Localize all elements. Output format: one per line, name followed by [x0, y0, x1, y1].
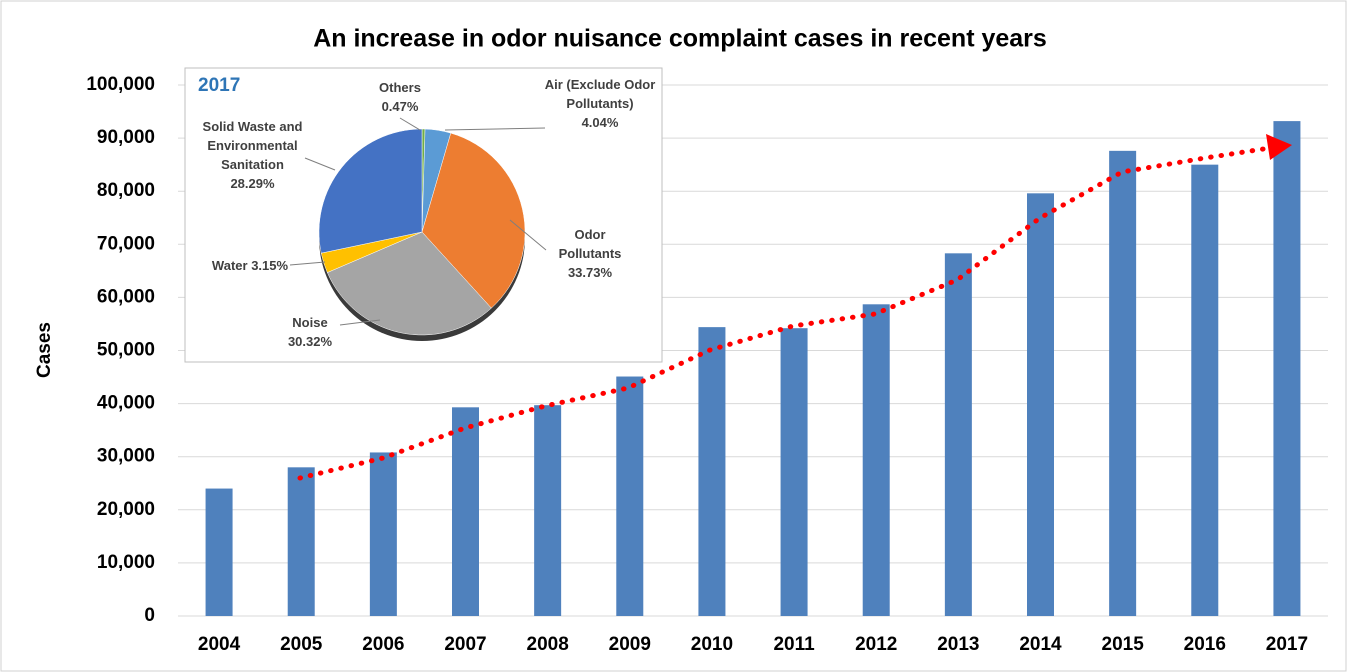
- x-tick-label: 2014: [1019, 634, 1062, 655]
- pie-label: Odor Pollutants 33.73%: [545, 225, 635, 282]
- pie-title: 2017: [198, 75, 240, 96]
- bar: [862, 304, 890, 616]
- bar: [780, 328, 808, 616]
- y-tick-label: 20,000: [97, 499, 155, 520]
- x-tick-label: 2017: [1266, 634, 1308, 655]
- x-tick-label: 2015: [1102, 634, 1145, 655]
- leader-line: [304, 157, 336, 171]
- pie-category: Others: [379, 80, 421, 95]
- x-tick-label: 2009: [609, 634, 651, 655]
- x-tick-label: 2007: [444, 634, 486, 655]
- x-tick-label: 2006: [362, 634, 404, 655]
- y-tick-label: 90,000: [97, 127, 155, 148]
- pie-value-label: 30.32%: [287, 334, 333, 349]
- y-tick-label: 70,000: [97, 233, 155, 254]
- bar: [698, 327, 726, 616]
- pie-slice: [421, 132, 526, 309]
- y-tick-label: 0: [144, 605, 155, 626]
- bar: [944, 253, 972, 616]
- y-tick-label: 60,000: [97, 286, 155, 307]
- y-axis-label: Cases: [34, 322, 55, 378]
- leader-line: [289, 261, 326, 266]
- bar: [1273, 121, 1301, 616]
- pie-category: Water: [211, 258, 248, 273]
- bar: [1191, 164, 1219, 616]
- pie-label: Air (Exclude Odor Pollutants) 4.04%: [540, 75, 660, 132]
- y-tick-label: 10,000: [97, 552, 155, 573]
- x-tick-label: 2013: [937, 634, 979, 655]
- leader-line: [339, 319, 381, 326]
- bar: [369, 452, 397, 616]
- bar: [205, 488, 233, 616]
- y-tick-label: 100,000: [86, 74, 155, 95]
- y-tick-label: 50,000: [97, 340, 155, 361]
- y-tick-label: 80,000: [97, 180, 155, 201]
- pie-value-label: 4.04%: [581, 115, 619, 130]
- bar: [616, 376, 644, 616]
- y-tick-label: 40,000: [97, 393, 155, 414]
- pie-value-label: 33.73%: [567, 265, 613, 280]
- pie-category: Noise: [292, 315, 328, 330]
- bar: [287, 467, 315, 616]
- leader-lines: [289, 117, 547, 326]
- pie-value-label: 28.29%: [230, 176, 275, 191]
- x-tick-label: 2016: [1184, 634, 1226, 655]
- chart-title: An increase in odor nuisance complaint c…: [313, 25, 1047, 53]
- bar: [452, 407, 479, 616]
- y-tick-label: 30,000: [97, 446, 155, 467]
- pie-label: Water 3.15%: [195, 256, 305, 275]
- trend-line: [297, 145, 1273, 481]
- bar: [534, 405, 562, 616]
- x-tick-label: 2011: [773, 634, 815, 655]
- bar: [1027, 193, 1054, 616]
- pie-label: Solid Waste and Environmental Sanitation…: [190, 117, 315, 193]
- trend-arrow: [1266, 134, 1292, 160]
- pie-category: Odor Pollutants: [558, 227, 622, 261]
- pie-slice: [318, 128, 423, 254]
- pie-label: Others 0.47%: [360, 78, 440, 116]
- pie-value-label: 0.47%: [381, 99, 419, 114]
- x-tick-label: 2010: [691, 634, 733, 655]
- pie-value-label: 3.15%: [251, 258, 289, 273]
- pie-label: Noise 30.32%: [260, 313, 360, 351]
- x-tick-label: 2005: [280, 634, 323, 655]
- x-tick-label: 2008: [527, 634, 569, 655]
- pie-slice: [326, 231, 492, 336]
- x-tick-label: 2004: [198, 634, 241, 655]
- leader-line: [399, 117, 421, 131]
- leader-line: [444, 127, 546, 131]
- leader-line: [509, 219, 547, 251]
- pie-category: Air (Exclude Odor Pollutants): [544, 77, 656, 111]
- bar: [1109, 150, 1137, 616]
- x-tick-label: 2012: [855, 634, 897, 655]
- pie-category: Solid Waste and Environmental Sanitation: [202, 119, 303, 172]
